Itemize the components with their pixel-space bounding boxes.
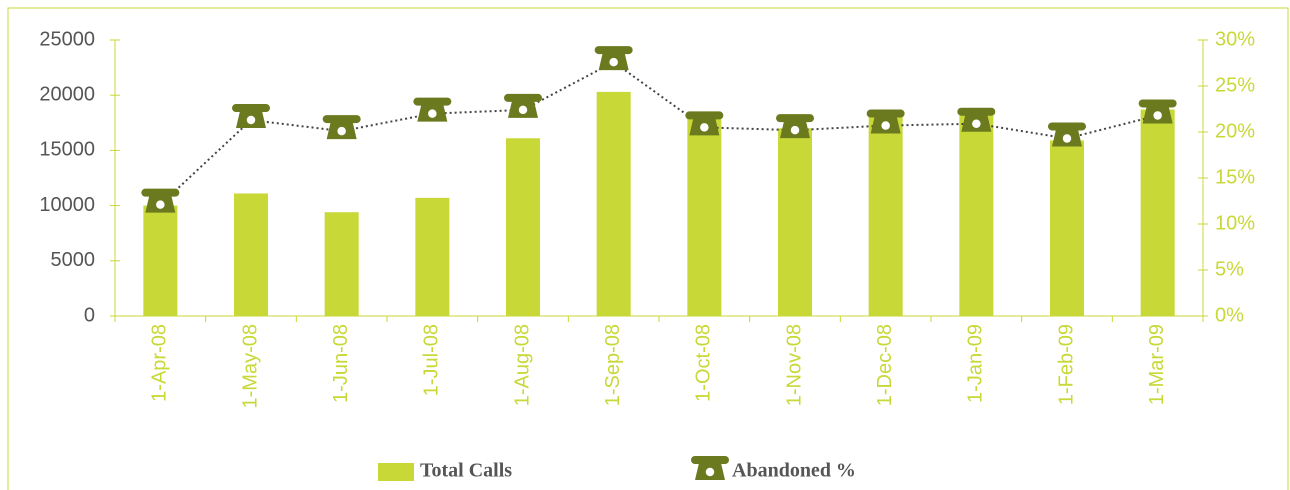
phone-marker bbox=[594, 46, 633, 71]
phone-handset bbox=[232, 104, 270, 113]
phone-marker bbox=[141, 188, 180, 213]
phone-dial bbox=[1151, 109, 1164, 122]
y2-tick-label: 25% bbox=[1215, 74, 1255, 96]
bar bbox=[868, 112, 903, 316]
y2-tick-label: 15% bbox=[1215, 166, 1255, 188]
phone-handset bbox=[1048, 122, 1086, 131]
phone-handset bbox=[1138, 99, 1177, 108]
phone-handset bbox=[776, 114, 814, 123]
bar bbox=[324, 212, 359, 316]
legend-swatch bbox=[691, 456, 729, 480]
y-tick-label: 15000 bbox=[39, 139, 95, 161]
bar bbox=[506, 138, 540, 316]
phone-marker bbox=[776, 114, 814, 139]
x-tick-label: 1-Nov-08 bbox=[783, 324, 805, 406]
phone-marker bbox=[1048, 122, 1086, 147]
phone-marker bbox=[322, 115, 361, 140]
phone-dial bbox=[698, 121, 711, 134]
bar bbox=[687, 115, 722, 317]
phone-handset bbox=[413, 97, 452, 106]
phone-dial bbox=[1061, 132, 1073, 145]
bar bbox=[143, 205, 178, 316]
phone-dial bbox=[245, 114, 257, 126]
phone-marker bbox=[232, 104, 270, 129]
phone-marker bbox=[413, 97, 452, 122]
x-tick-label: 1-Apr-08 bbox=[149, 324, 171, 402]
phone-dial bbox=[879, 119, 892, 132]
y2-tick-label: 10% bbox=[1215, 212, 1255, 234]
phone-dial bbox=[154, 198, 167, 211]
phone-dial bbox=[426, 107, 439, 120]
phone-handset bbox=[691, 456, 729, 464]
y2-tick-label: 5% bbox=[1215, 258, 1244, 280]
x-tick-label: 1-Jul-08 bbox=[421, 324, 443, 396]
phone-handset bbox=[141, 188, 180, 197]
y-tick-label: 10000 bbox=[39, 194, 95, 216]
bar bbox=[959, 115, 994, 317]
bar bbox=[1050, 140, 1084, 316]
phone-dial bbox=[704, 466, 716, 478]
phone-dial bbox=[970, 117, 983, 130]
phone-marker bbox=[504, 93, 542, 118]
bar bbox=[234, 193, 268, 316]
x-tick-label: 1-Jan-09 bbox=[965, 324, 987, 403]
y-tick-label: 5000 bbox=[51, 249, 96, 271]
x-tick-label: 1-Dec-08 bbox=[874, 324, 896, 406]
x-tick-label: 1-Aug-08 bbox=[511, 324, 533, 406]
x-tick-label: 1-Feb-09 bbox=[1055, 324, 1077, 405]
x-tick-label: 1-May-08 bbox=[239, 324, 261, 408]
bar bbox=[778, 128, 812, 316]
phone-dial bbox=[517, 104, 529, 116]
phone-dial bbox=[789, 124, 801, 136]
phone-dial bbox=[335, 125, 348, 137]
x-tick-label: 1-Jun-08 bbox=[330, 324, 352, 403]
phone-marker bbox=[957, 107, 996, 132]
y-tick-label: 0 bbox=[84, 304, 95, 326]
x-tick-label: 1-Mar-09 bbox=[1146, 324, 1168, 405]
phone-dial bbox=[607, 56, 620, 68]
line bbox=[159, 60, 1158, 206]
legend-label: Total Calls bbox=[420, 460, 512, 482]
bar bbox=[415, 197, 450, 316]
chart-border bbox=[7, 7, 1289, 490]
y-tick-label: 20000 bbox=[39, 83, 95, 105]
bar bbox=[596, 91, 631, 316]
y2-tick-label: 20% bbox=[1215, 120, 1255, 142]
phone-handset bbox=[866, 109, 905, 118]
phone-handset bbox=[594, 46, 633, 55]
y2-tick-label: 0% bbox=[1215, 304, 1244, 326]
x-tick-label: 1-Oct-08 bbox=[693, 324, 715, 402]
y-tick-label: 25000 bbox=[39, 28, 95, 50]
legend-swatch bbox=[378, 463, 414, 481]
x-tick-label: 1-Sep-08 bbox=[602, 324, 624, 406]
phone-marker bbox=[1138, 99, 1177, 124]
phone-marker bbox=[685, 111, 724, 136]
bar bbox=[1140, 109, 1175, 316]
phone-marker bbox=[866, 109, 905, 134]
legend-label: Abandoned % bbox=[732, 460, 856, 482]
y2-tick-label: 30% bbox=[1215, 28, 1255, 50]
phone-handset bbox=[685, 111, 724, 120]
phone-handset bbox=[322, 115, 361, 124]
phone-handset bbox=[504, 93, 542, 102]
phone-handset bbox=[957, 107, 996, 116]
